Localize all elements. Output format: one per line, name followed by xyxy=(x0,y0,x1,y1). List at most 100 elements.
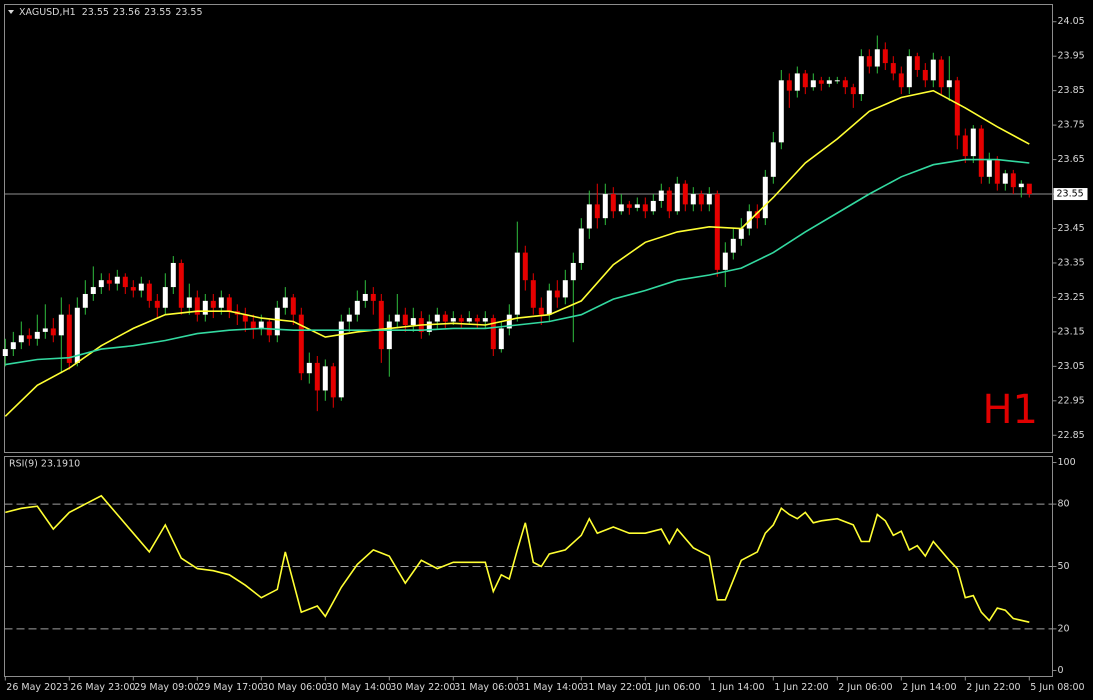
candle-body xyxy=(570,262,576,281)
candle-body xyxy=(898,73,904,88)
quote-high: 23.56 xyxy=(113,7,140,18)
x-tick-label: 31 May 06:00 xyxy=(454,682,519,693)
candle-body xyxy=(978,128,984,177)
quote-low: 23.55 xyxy=(144,7,171,18)
candle-body xyxy=(938,59,944,88)
quote-close: 23.55 xyxy=(175,7,202,18)
candle-body xyxy=(426,321,432,332)
candle-body xyxy=(242,314,248,322)
current-price-box xyxy=(1053,188,1088,201)
x-tick-label: 26 May 23:00 xyxy=(70,682,135,693)
x-tick-label: 31 May 14:00 xyxy=(518,682,583,693)
candle-body xyxy=(1002,173,1008,184)
y-tick-label: 23.25 xyxy=(1058,292,1085,303)
candle-body xyxy=(386,321,392,350)
candle-body xyxy=(394,314,400,322)
candle-body xyxy=(162,287,168,308)
x-tick-label: 31 May 22:00 xyxy=(582,682,647,693)
candle-body xyxy=(338,321,344,398)
x-tick-label: 30 May 06:00 xyxy=(262,682,327,693)
candle-body xyxy=(522,252,528,281)
candle-body xyxy=(762,176,768,219)
candle-body xyxy=(834,80,840,82)
current-price-label: 23.55 xyxy=(1057,189,1084,200)
candle-body xyxy=(730,238,736,253)
candle-body xyxy=(1018,183,1024,188)
candle-body xyxy=(90,287,96,294)
candle-body xyxy=(218,297,224,308)
candle-body xyxy=(58,314,64,336)
candle-body xyxy=(930,59,936,81)
y-tick-label: 23.45 xyxy=(1058,223,1085,234)
y-tick-label: 22.85 xyxy=(1058,430,1085,441)
candle-body xyxy=(962,135,968,157)
candle-body xyxy=(890,63,896,74)
candle-body xyxy=(98,280,104,288)
candle-body xyxy=(322,366,328,391)
candle-body xyxy=(546,290,552,315)
candle-body xyxy=(410,318,416,325)
candle-body xyxy=(906,56,912,88)
candle-body xyxy=(954,80,960,136)
x-tick-label: 29 May 17:00 xyxy=(198,682,263,693)
candle-body xyxy=(66,314,72,363)
candle-body xyxy=(866,56,872,67)
candle-body xyxy=(946,80,952,88)
candle-body xyxy=(42,328,48,332)
candle-body xyxy=(458,318,464,322)
candle-body xyxy=(194,297,200,315)
candle-body xyxy=(882,49,888,64)
candle-body xyxy=(538,307,544,315)
candle-body xyxy=(986,159,992,177)
candle-body xyxy=(330,366,336,398)
x-tick-label: 1 Jun 14:00 xyxy=(710,682,764,693)
candle-body xyxy=(498,328,504,350)
y-tick-label: 23.15 xyxy=(1058,326,1085,337)
candle-body xyxy=(402,314,408,325)
x-tick-label: 5 Jun 08:00 xyxy=(1030,682,1084,693)
moving-average xyxy=(5,158,1030,366)
candle-body xyxy=(226,297,232,312)
quote-open: 23.55 xyxy=(82,7,109,18)
candle-body xyxy=(778,80,784,143)
candle-body xyxy=(586,204,592,229)
candle-body xyxy=(354,300,360,315)
timeframe-watermark: H1 xyxy=(982,387,1038,433)
rsi-line xyxy=(5,494,1030,623)
rsi-y-tick-label: 0 xyxy=(1058,665,1064,676)
candle-body xyxy=(858,56,864,95)
y-tick-label: 23.65 xyxy=(1058,154,1085,165)
candle-body xyxy=(842,80,848,88)
x-tick-label: 1 Jun 22:00 xyxy=(774,682,828,693)
y-tick-label: 23.75 xyxy=(1058,120,1085,131)
candle-body xyxy=(562,280,568,298)
candle-body xyxy=(106,280,112,284)
candle-body xyxy=(378,300,384,350)
candle-body xyxy=(170,262,176,288)
y-tick-label: 22.95 xyxy=(1058,395,1085,406)
y-tick-label: 23.85 xyxy=(1058,85,1085,96)
candle-body xyxy=(474,318,480,322)
candle-body xyxy=(1010,173,1016,188)
candle-body xyxy=(250,321,256,329)
candle-body xyxy=(722,252,728,270)
y-tick-label: 23.35 xyxy=(1058,257,1085,268)
candle-body xyxy=(154,300,160,308)
candle-body xyxy=(514,252,520,315)
candle-body xyxy=(298,314,304,374)
candle-body xyxy=(138,283,144,291)
candle-body xyxy=(290,297,296,315)
candle-body xyxy=(618,204,624,212)
candle-body xyxy=(994,159,1000,184)
candle-body xyxy=(770,142,776,177)
candle-body xyxy=(874,49,880,67)
candle-body xyxy=(274,307,280,336)
rsi-y-tick-label: 100 xyxy=(1058,457,1076,468)
y-tick-label: 23.05 xyxy=(1058,361,1085,372)
candle-body xyxy=(850,87,856,95)
candle-body xyxy=(482,318,488,322)
candle-body xyxy=(922,69,928,81)
candle-body xyxy=(306,362,312,374)
